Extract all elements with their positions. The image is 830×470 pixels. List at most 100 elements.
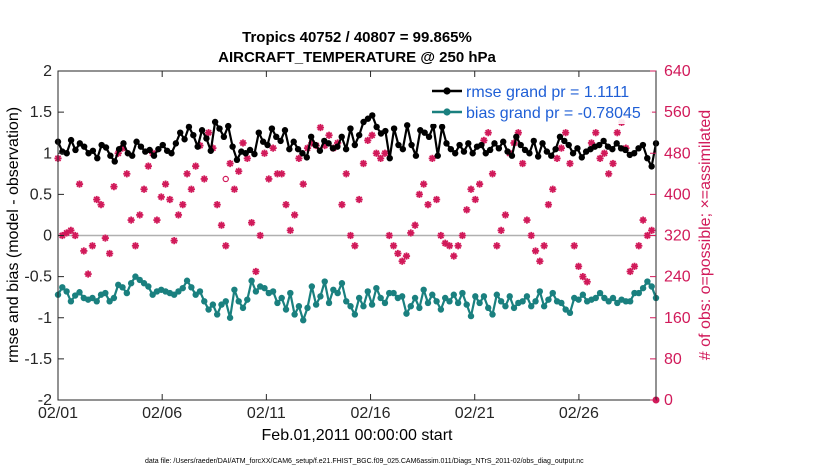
rmse-point	[521, 146, 529, 154]
rmse-point	[290, 138, 297, 145]
rmse-point	[312, 141, 319, 149]
obs-count-marker	[394, 249, 402, 258]
obs-count-marker	[402, 252, 411, 260]
bias-point	[489, 311, 496, 318]
rmse-point	[107, 152, 114, 159]
obs-count-marker	[131, 242, 140, 250]
rmse-point	[181, 136, 188, 143]
rmse-point	[316, 147, 324, 154]
rmse-point	[155, 145, 162, 153]
rmse-point	[273, 133, 280, 140]
obs-count-marker	[243, 154, 251, 162]
rmse-point	[369, 112, 376, 119]
obs-count-marker	[574, 262, 583, 270]
rmse-point	[382, 127, 389, 135]
bias-point	[433, 298, 440, 305]
bias-point	[226, 314, 234, 321]
rmse-point	[543, 148, 551, 155]
bias-point	[196, 288, 204, 295]
bias-point	[59, 284, 66, 291]
obs-count-marker	[377, 154, 385, 162]
bias-point	[596, 289, 604, 297]
rmse-point	[198, 127, 206, 134]
rmse-point	[246, 146, 254, 154]
legend-rmse-label: rmse grand pr = 1.1111	[466, 84, 629, 101]
y-right-tick-label: 480	[664, 145, 691, 162]
rmse-point	[251, 150, 258, 158]
obs-count-marker	[553, 154, 561, 162]
bias-point	[502, 303, 509, 310]
obs-count-marker	[450, 252, 458, 260]
y-axis-label: rmse and bias (model - observation)	[5, 107, 22, 363]
bias-point	[459, 289, 466, 297]
rmse-point	[552, 145, 559, 153]
bias-point	[592, 294, 599, 302]
obs-count-marker	[157, 193, 165, 201]
rmse-point	[80, 143, 88, 150]
rmse-point	[534, 153, 542, 160]
rmse-point	[259, 138, 267, 145]
rmse-point	[133, 138, 140, 145]
obs-count-marker	[67, 226, 75, 234]
rmse-point	[578, 154, 585, 161]
rmse-point	[517, 141, 524, 149]
bias-point	[545, 296, 552, 303]
obs-count-marker	[398, 257, 406, 265]
obs-count-marker	[80, 247, 88, 255]
rmse-point	[556, 133, 564, 140]
rmse-point	[216, 125, 223, 132]
obs-count-marker	[144, 162, 152, 170]
obs-count-marker	[217, 221, 226, 229]
rmse-point	[452, 150, 459, 157]
rmse-point	[399, 145, 407, 153]
obs-count-marker	[549, 185, 557, 193]
bias-point	[536, 288, 544, 295]
rmse-point	[355, 131, 363, 139]
bias-point	[321, 278, 328, 285]
obs-count-marker	[235, 167, 243, 175]
rmse-point	[325, 140, 332, 147]
obs-count-marker	[527, 231, 535, 240]
bias-point	[343, 298, 350, 305]
obs-count-marker	[127, 216, 135, 224]
x-tick-label: 02/26	[559, 405, 599, 422]
bias-point	[429, 291, 436, 298]
rmse-point	[408, 141, 415, 149]
rmse-point	[456, 141, 463, 149]
y-tick-label: 0.5	[30, 186, 52, 203]
bias-point	[390, 289, 397, 297]
obs-count-marker	[355, 195, 363, 204]
obs-count-marker	[626, 267, 634, 276]
rmse-point	[264, 141, 271, 149]
y-right-tick-label: 240	[664, 269, 691, 286]
rmse-point	[277, 137, 284, 145]
bias-point	[278, 294, 285, 302]
rmse-point	[465, 140, 472, 147]
y-tick-label: 1	[43, 145, 52, 162]
rmse-point	[447, 145, 455, 153]
rmse-point	[648, 163, 655, 170]
obs-count-marker	[84, 270, 92, 278]
obs-count-marker	[583, 278, 591, 286]
obs-count-marker	[432, 195, 441, 204]
rmse-point	[225, 122, 232, 130]
legend-bias-marker	[443, 108, 451, 116]
rmse-point	[207, 147, 214, 154]
bias-point	[519, 298, 526, 305]
obs-count-marker	[192, 162, 200, 170]
bias-point	[282, 306, 290, 313]
bias-point	[248, 277, 255, 284]
bias-point	[528, 303, 535, 310]
data-file-note: data file: /Users/raeder/DAI/ATM_forcXX/…	[145, 458, 584, 465]
obs-count-marker	[106, 249, 114, 258]
obs-count-marker	[501, 211, 510, 219]
bias-point	[446, 298, 453, 305]
bias-point	[437, 306, 445, 313]
rmse-point	[635, 145, 642, 152]
obs-count-marker	[463, 206, 471, 214]
rmse-point	[622, 146, 629, 154]
bias-point	[110, 294, 118, 302]
rmse-point	[443, 140, 450, 147]
obs-count-marker	[256, 231, 264, 240]
bias-point	[222, 298, 229, 305]
